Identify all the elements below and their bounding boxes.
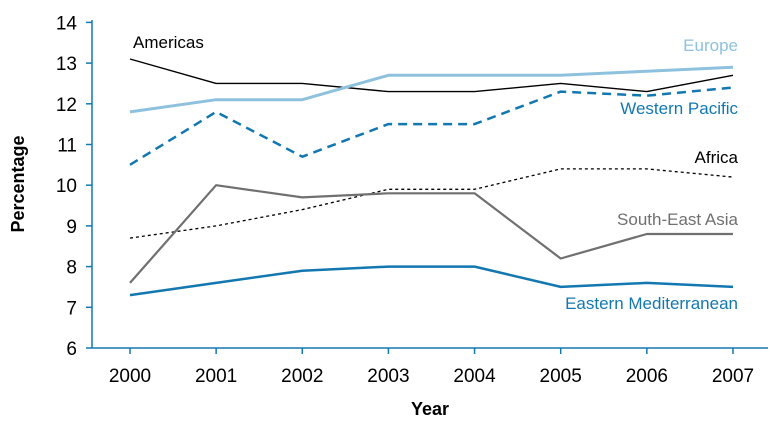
series-label-europe: Europe [683, 36, 738, 55]
y-tick-label: 13 [56, 54, 77, 75]
y-tick-label: 8 [66, 258, 77, 279]
x-tick-label: 2004 [453, 366, 496, 387]
series-label-americas: Americas [133, 33, 204, 52]
y-tick-label: 11 [57, 136, 77, 157]
series-label-western-pacific: Western Pacific [620, 99, 738, 118]
x-tick-label: 2006 [626, 366, 668, 387]
series-labels: Americas Europe Western Pacific Africa South… [133, 33, 739, 313]
series-label-africa: Africa [695, 148, 739, 167]
series-label-eastern-mediterranean: Eastern Mediterranean [565, 294, 738, 313]
y-tick-label: 12 [56, 95, 77, 116]
x-axis-title: Year [411, 399, 449, 419]
x-tick-label: 2001 [195, 366, 237, 387]
y-tick-label: 14 [56, 13, 78, 34]
x-tick-label: 2005 [540, 366, 582, 387]
series-line-western-pacific [129, 86, 734, 166]
series-line-europe [129, 65, 734, 114]
series-line-africa [129, 168, 734, 239]
series-line-eastern-mediterranean [129, 265, 734, 297]
axes [91, 20, 768, 349]
series-lines [129, 58, 734, 297]
y-tick-label: 10 [56, 176, 77, 197]
series-label-south-east-asia: South-East Asia [617, 210, 739, 229]
x-tick-label: 2007 [712, 366, 754, 387]
x-tick-label: 2002 [281, 366, 323, 387]
y-tick-label: 7 [66, 298, 77, 319]
x-tick-label: 2000 [109, 366, 151, 387]
y-tick-label: 9 [66, 217, 77, 238]
tick-labels: 6 7 8 9 10 11 12 13 14 2000 2001 2002 2003 2004 2005 20… [56, 13, 754, 387]
y-tick-label: 6 [66, 339, 77, 360]
x-tick-label: 2003 [367, 366, 409, 387]
y-axis-title: Percentage [8, 135, 28, 232]
ticks [86, 21, 734, 354]
series-line-americas [129, 58, 734, 93]
series-line-south-east-asia [129, 184, 733, 284]
